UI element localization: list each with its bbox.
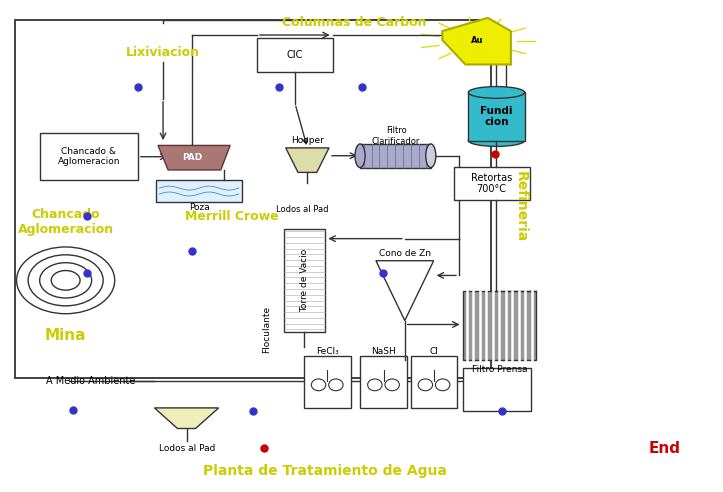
- Text: Planta de Tratamiento de Agua: Planta de Tratamiento de Agua: [203, 463, 448, 478]
- Ellipse shape: [469, 87, 525, 98]
- Text: Cl: Cl: [429, 347, 438, 356]
- Text: Poza: Poza: [189, 203, 210, 212]
- Text: Au: Au: [471, 36, 483, 45]
- FancyBboxPatch shape: [257, 38, 333, 72]
- Text: Columnas de Carbon: Columnas de Carbon: [282, 16, 427, 29]
- Polygon shape: [286, 148, 329, 172]
- FancyBboxPatch shape: [15, 20, 492, 378]
- Text: PAD: PAD: [181, 153, 202, 162]
- FancyBboxPatch shape: [454, 167, 530, 200]
- Text: Mina: Mina: [45, 328, 86, 343]
- Text: Floculante: Floculante: [262, 306, 270, 353]
- Ellipse shape: [312, 379, 326, 391]
- Text: FeCl₃: FeCl₃: [316, 347, 338, 356]
- Polygon shape: [442, 18, 511, 64]
- FancyBboxPatch shape: [411, 356, 458, 408]
- Polygon shape: [156, 180, 242, 202]
- Text: Refineria: Refineria: [513, 171, 527, 243]
- FancyBboxPatch shape: [360, 356, 407, 408]
- Ellipse shape: [385, 379, 399, 391]
- Ellipse shape: [426, 144, 436, 167]
- Text: Chancado &
Aglomeracion: Chancado & Aglomeracion: [58, 147, 120, 166]
- Text: Fundi
cion: Fundi cion: [480, 106, 513, 127]
- Ellipse shape: [435, 379, 450, 391]
- Text: Lodos al Pad: Lodos al Pad: [276, 205, 328, 214]
- Ellipse shape: [355, 144, 365, 167]
- FancyBboxPatch shape: [469, 92, 525, 141]
- Text: Lodos al Pad: Lodos al Pad: [158, 444, 215, 453]
- Text: CIC: CIC: [287, 50, 304, 60]
- Text: Merrill Crowe: Merrill Crowe: [185, 210, 278, 223]
- FancyBboxPatch shape: [463, 368, 531, 411]
- Polygon shape: [158, 146, 230, 170]
- FancyBboxPatch shape: [463, 291, 536, 360]
- Text: Lixiviacion: Lixiviacion: [126, 46, 200, 59]
- Ellipse shape: [418, 379, 432, 391]
- Text: Filtro Prensa: Filtro Prensa: [471, 365, 527, 374]
- Text: Hooper: Hooper: [291, 135, 324, 145]
- Text: Torre de Vacio: Torre de Vacio: [300, 249, 309, 312]
- Text: Filtro
Clarificador: Filtro Clarificador: [372, 126, 420, 146]
- Text: End: End: [649, 441, 680, 456]
- Polygon shape: [155, 408, 218, 429]
- FancyBboxPatch shape: [40, 133, 138, 180]
- Ellipse shape: [329, 379, 343, 391]
- Ellipse shape: [469, 135, 525, 147]
- Text: NaSH: NaSH: [371, 347, 396, 356]
- FancyBboxPatch shape: [304, 356, 351, 408]
- Text: Cono de Zn: Cono de Zn: [379, 249, 431, 258]
- Text: Chancado
Aglomeracion: Chancado Aglomeracion: [17, 209, 114, 237]
- FancyBboxPatch shape: [360, 144, 431, 167]
- Polygon shape: [376, 261, 434, 321]
- Ellipse shape: [367, 379, 382, 391]
- FancyBboxPatch shape: [283, 229, 325, 332]
- Text: A Medio Ambiente: A Medio Ambiente: [46, 376, 136, 386]
- Text: Retortas
700°C: Retortas 700°C: [471, 173, 512, 194]
